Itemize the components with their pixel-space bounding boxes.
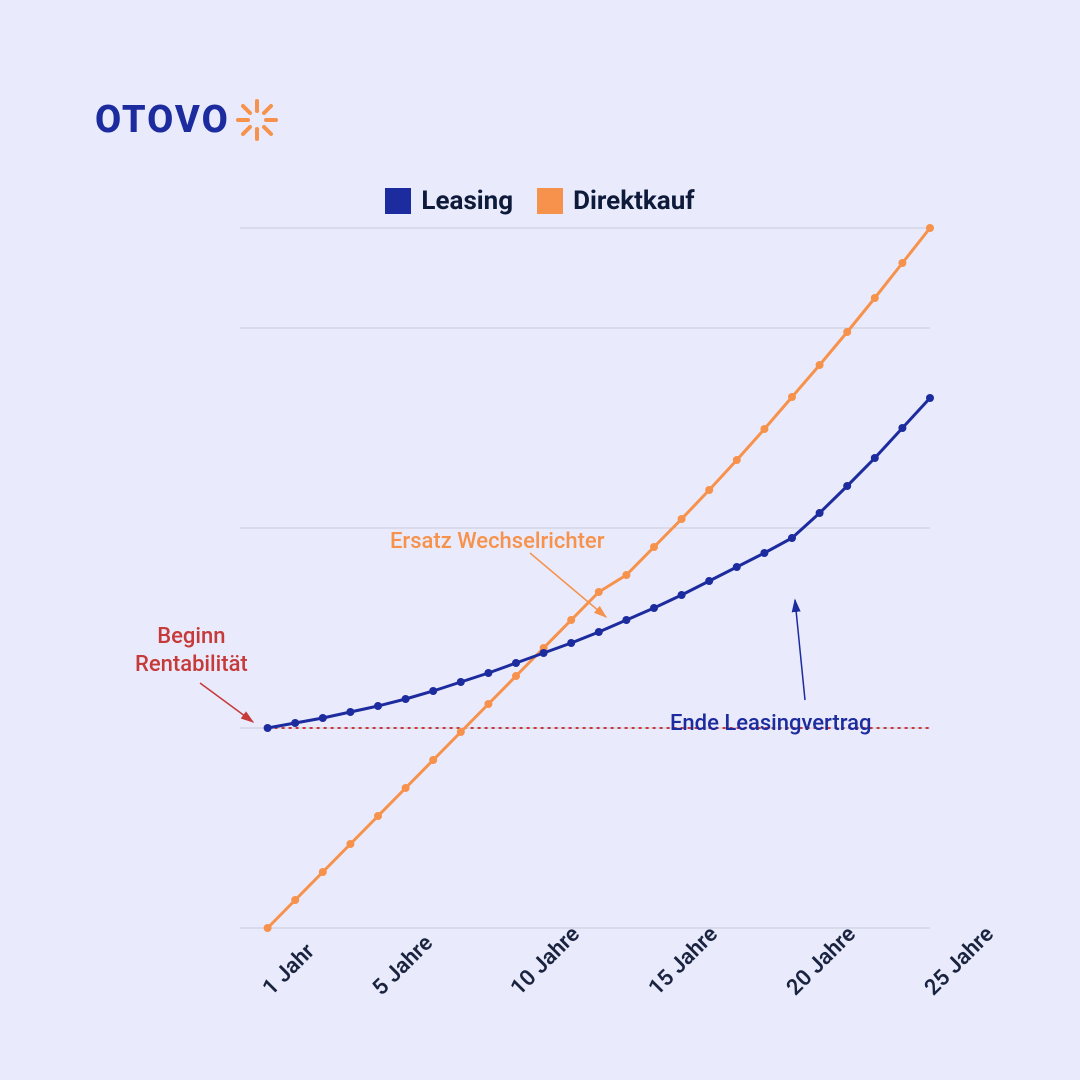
- series-line-direktkauf: [268, 228, 930, 928]
- xaxis-label: 15 Jahre: [644, 922, 723, 1001]
- annotation-beginn-rentabilitaet: BeginnRentabilität: [135, 623, 248, 678]
- xaxis-label: 25 Jahre: [920, 922, 999, 1001]
- series-point-leasing: [871, 454, 879, 462]
- series-point-leasing: [650, 604, 658, 612]
- brand-logo: OTOVO: [95, 95, 282, 145]
- series-point-leasing: [788, 534, 796, 542]
- chart-series: [264, 224, 934, 932]
- series-point-leasing: [678, 591, 686, 599]
- series-point-direktkauf: [512, 672, 520, 680]
- series-point-direktkauf: [622, 571, 630, 579]
- series-point-leasing: [540, 649, 548, 657]
- chart-svg: [240, 228, 930, 928]
- series-point-direktkauf: [816, 361, 824, 369]
- series-point-direktkauf: [319, 868, 327, 876]
- series-point-leasing: [622, 616, 630, 624]
- series-point-direktkauf: [678, 515, 686, 523]
- series-point-direktkauf: [484, 700, 492, 708]
- series-point-leasing: [457, 678, 465, 686]
- series-point-leasing: [595, 628, 603, 636]
- legend-label-direktkauf: Direktkauf: [573, 186, 694, 216]
- xaxis-label: 5 Jahre: [368, 931, 438, 1001]
- series-point-direktkauf: [733, 456, 741, 464]
- legend-item-direktkauf: Direktkauf: [537, 186, 694, 216]
- series-point-direktkauf: [457, 728, 465, 736]
- series-point-direktkauf: [346, 840, 354, 848]
- series-point-direktkauf: [374, 812, 382, 820]
- chart-legend: Leasing Direktkauf: [0, 186, 1080, 216]
- series-point-direktkauf: [871, 294, 879, 302]
- legend-swatch-leasing: [385, 188, 411, 214]
- legend-item-leasing: Leasing: [385, 186, 513, 216]
- series-point-direktkauf: [291, 896, 299, 904]
- legend-swatch-direktkauf: [537, 188, 563, 214]
- series-point-direktkauf: [650, 543, 658, 551]
- legend-label-leasing: Leasing: [421, 186, 513, 216]
- series-point-direktkauf: [705, 486, 713, 494]
- xaxis-label: 20 Jahre: [782, 922, 861, 1001]
- chart-gridlines: [240, 228, 930, 928]
- series-point-leasing: [402, 695, 410, 703]
- series-point-direktkauf: [429, 756, 437, 764]
- series-point-leasing: [816, 509, 824, 517]
- xaxis-label: 1 Jahr: [258, 939, 320, 1001]
- series-point-leasing: [429, 687, 437, 695]
- series-point-direktkauf: [788, 393, 796, 401]
- series-point-leasing: [319, 714, 327, 722]
- series-point-direktkauf: [926, 224, 934, 232]
- profitability-chart: 1 Jahr5 Jahre10 Jahre15 Jahre20 Jahre25 …: [240, 228, 930, 928]
- series-point-direktkauf: [595, 588, 603, 596]
- series-point-direktkauf: [264, 924, 272, 932]
- series-point-direktkauf: [567, 616, 575, 624]
- series-point-direktkauf: [843, 328, 851, 336]
- series-line-leasing: [268, 398, 930, 728]
- series-point-leasing: [843, 482, 851, 490]
- series-point-leasing: [898, 424, 906, 432]
- series-point-leasing: [346, 708, 354, 716]
- series-point-direktkauf: [760, 425, 768, 433]
- series-point-direktkauf: [898, 259, 906, 267]
- series-point-leasing: [733, 563, 741, 571]
- series-point-leasing: [484, 669, 492, 677]
- series-point-leasing: [512, 659, 520, 667]
- brand-sun-icon: [232, 95, 282, 145]
- annotation-ende-leasingvertrag: Ende Leasingvertrag: [670, 710, 871, 738]
- series-point-leasing: [705, 577, 713, 585]
- series-point-leasing: [926, 394, 934, 402]
- series-point-leasing: [264, 724, 272, 732]
- annotation-ersatz-wechselrichter: Ersatz Wechselrichter: [390, 528, 604, 556]
- brand-logo-text: OTOVO: [95, 98, 230, 142]
- series-point-leasing: [567, 639, 575, 647]
- series-point-direktkauf: [402, 784, 410, 792]
- series-point-leasing: [291, 719, 299, 727]
- series-point-leasing: [760, 549, 768, 557]
- xaxis-label: 10 Jahre: [506, 922, 585, 1001]
- series-point-leasing: [374, 702, 382, 710]
